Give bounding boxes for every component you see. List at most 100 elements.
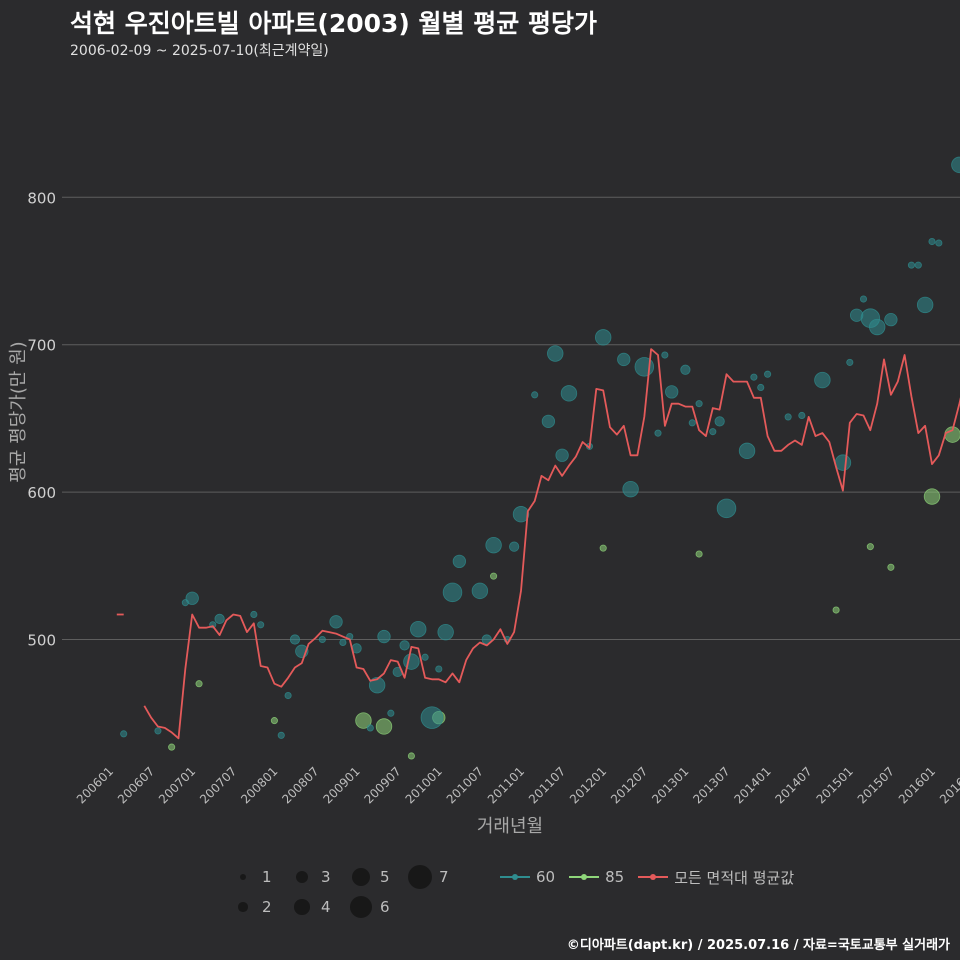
data-point	[329, 615, 343, 629]
legend-swatch-average	[638, 874, 669, 880]
data-point	[185, 591, 199, 605]
data-point	[714, 416, 725, 427]
data-point	[757, 383, 765, 392]
data-point	[270, 717, 278, 725]
size-legend-label: 7	[439, 868, 449, 886]
grid-lines	[62, 196, 960, 641]
size-legend-dot	[238, 902, 248, 912]
average-line	[116, 348, 960, 740]
data-point	[951, 156, 960, 174]
average-line-path	[143, 348, 960, 740]
size-legend-swatch	[287, 892, 317, 922]
data-point	[738, 442, 756, 460]
data-point	[375, 718, 393, 735]
series-60-points	[120, 156, 960, 739]
data-point	[339, 638, 347, 647]
size-legend-label: 6	[380, 898, 390, 916]
data-point	[595, 329, 612, 346]
size-legend-swatch	[346, 862, 376, 892]
x-tick-label: 201107	[526, 764, 568, 806]
size-legend-swatch	[287, 862, 317, 892]
legend-label-60: 60	[536, 868, 556, 886]
y-axis-label: 평균 평당가(만 원)	[8, 341, 29, 482]
size-legend-dot	[351, 867, 371, 887]
data-point	[560, 385, 578, 402]
x-tick-label: 201001	[403, 764, 445, 806]
data-point	[916, 296, 934, 314]
x-tick-label: 201207	[608, 764, 650, 806]
size-legend-item: 1	[228, 862, 272, 892]
data-point	[798, 411, 806, 420]
x-tick-labels: 2006012006072007012007072008012008072009…	[74, 764, 960, 806]
data-point	[914, 261, 922, 269]
size-legend-swatch	[346, 892, 376, 922]
data-point	[250, 610, 258, 619]
data-point	[410, 620, 427, 638]
data-point	[680, 364, 691, 375]
x-tick-label: 200701	[156, 764, 198, 806]
x-tick-label: 201507	[855, 764, 897, 806]
data-point	[442, 582, 463, 603]
data-point	[695, 400, 703, 408]
x-tick-label: 201301	[649, 764, 691, 806]
data-point	[421, 653, 429, 661]
legend-label-85: 85	[605, 868, 625, 886]
chart-title: 석현 우진아트빌 아파트(2003) 월별 평균 평당가	[70, 9, 597, 38]
legend-swatch-85	[569, 874, 600, 880]
size-legend-label: 3	[321, 868, 331, 886]
data-point	[420, 706, 444, 729]
data-point	[512, 506, 530, 523]
data-point	[764, 370, 772, 378]
data-point	[832, 606, 840, 614]
size-legend-dot	[407, 864, 433, 890]
data-point	[814, 371, 831, 389]
data-point	[665, 385, 679, 399]
y-tick-label: 600	[27, 484, 56, 502]
legend-item-average: 모든 면적대 평균값	[638, 867, 794, 888]
data-point	[407, 752, 415, 760]
legend-item-60: 60	[500, 868, 555, 886]
data-point	[195, 680, 203, 688]
data-point	[277, 731, 285, 739]
data-point	[617, 352, 631, 367]
data-point	[884, 313, 898, 327]
legend-swatch-60	[500, 874, 530, 880]
x-tick-label: 201501	[814, 764, 856, 806]
size-legend: 1 2 3 4 5 6 7	[228, 862, 468, 922]
data-point	[834, 454, 852, 471]
size-legend-label: 2	[262, 898, 272, 916]
data-point	[355, 712, 372, 729]
data-point	[387, 709, 395, 717]
data-point	[471, 582, 489, 600]
data-point	[907, 261, 915, 269]
x-tick-label: 200807	[279, 764, 321, 806]
data-point	[284, 691, 292, 700]
data-point	[541, 414, 556, 429]
series-legend: 60 85 모든 면적대 평균값	[500, 862, 794, 892]
chart-subtitle: 2006-02-09 ~ 2025-07-10(최근계약일)	[70, 43, 329, 59]
size-legend-dot	[350, 896, 372, 918]
size-legend-dot	[294, 899, 310, 915]
y-tick-label: 700	[27, 337, 56, 355]
x-axis-label: 거래년월	[477, 816, 543, 837]
data-point	[399, 640, 410, 651]
data-point	[695, 550, 703, 558]
data-point	[257, 621, 265, 629]
data-point	[377, 629, 391, 644]
data-point	[368, 677, 386, 694]
y-tick-label: 500	[27, 632, 56, 650]
data-point	[437, 623, 454, 641]
data-point	[709, 428, 717, 436]
x-tick-label: 201201	[567, 764, 609, 806]
data-point	[547, 345, 564, 362]
size-legend-item: 2	[228, 892, 272, 922]
data-point	[435, 665, 443, 673]
data-point	[928, 237, 936, 246]
x-tick-label: 200607	[115, 764, 157, 806]
data-point	[403, 653, 420, 670]
data-point	[750, 373, 758, 381]
data-point	[866, 543, 874, 551]
data-point	[154, 727, 162, 735]
data-point	[485, 536, 502, 554]
